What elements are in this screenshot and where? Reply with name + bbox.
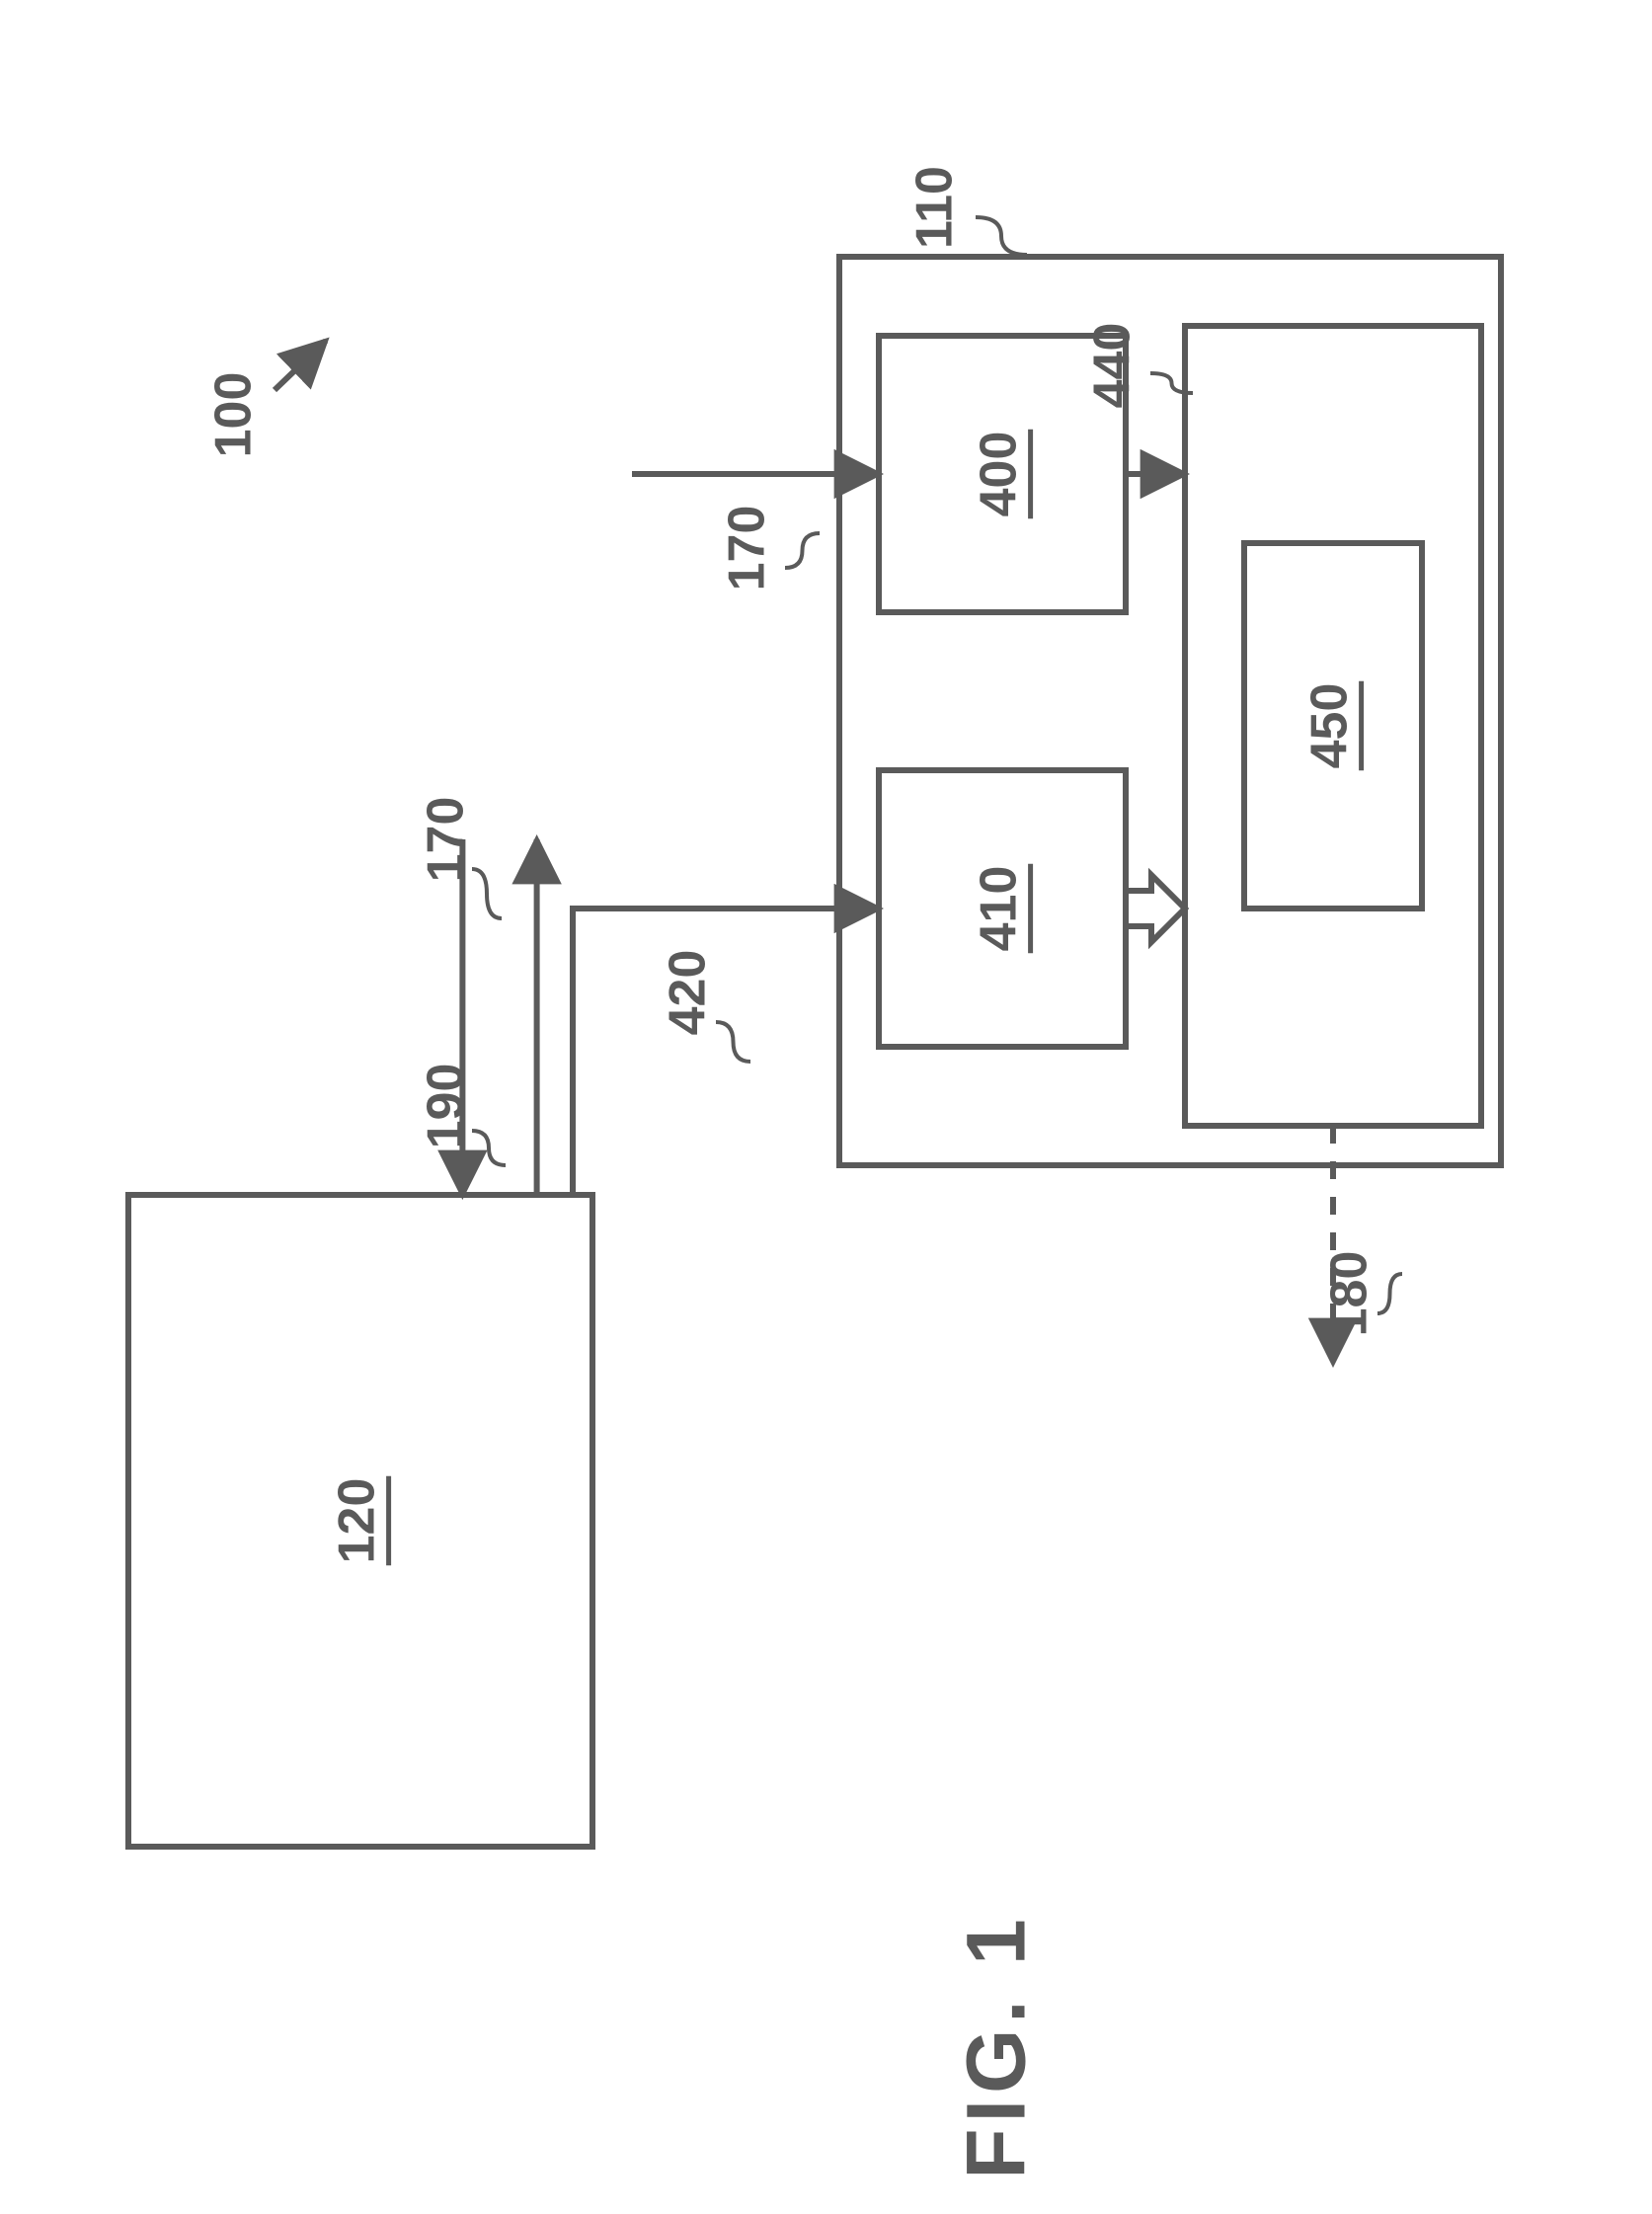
ref-r170b: 170 bbox=[719, 506, 776, 592]
box-b110 bbox=[839, 257, 1501, 1165]
ref-r100: 100 bbox=[205, 372, 263, 458]
ref-r110: 110 bbox=[906, 166, 964, 249]
ref-r420: 420 bbox=[660, 950, 717, 1036]
leader-l190 bbox=[472, 1131, 506, 1165]
leader-l110 bbox=[976, 217, 1027, 255]
ref-r170a: 170 bbox=[418, 797, 475, 883]
leader-l170a bbox=[472, 869, 502, 918]
ref-r180: 180 bbox=[1321, 1251, 1378, 1337]
arrow-410-to-440 bbox=[1126, 875, 1185, 942]
label-b120: 120 bbox=[329, 1478, 386, 1564]
figure-label: FIG. 1 bbox=[949, 1913, 1042, 2178]
leader-l180 bbox=[1377, 1274, 1402, 1313]
label-b410: 410 bbox=[971, 866, 1028, 952]
leader-l420 bbox=[716, 1022, 750, 1062]
label-b450: 450 bbox=[1301, 683, 1359, 769]
ref-r190: 190 bbox=[418, 1064, 475, 1149]
leader-l170b bbox=[785, 533, 820, 568]
arrow-100-pointer bbox=[275, 341, 326, 390]
label-b400: 400 bbox=[971, 432, 1028, 517]
arrow-420 bbox=[573, 909, 879, 1195]
ref-r440: 440 bbox=[1084, 323, 1141, 409]
